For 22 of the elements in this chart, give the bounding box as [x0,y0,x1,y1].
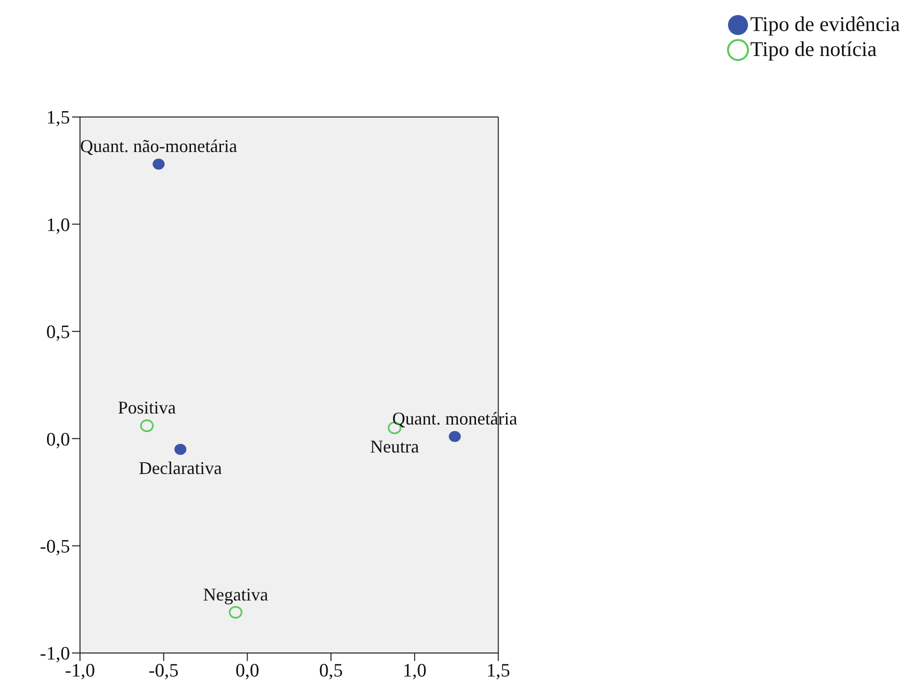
x-tick-label: -0,5 [148,660,179,682]
annotation: Neutra [370,436,420,457]
y-tick-label: 1,0 [46,214,70,236]
x-tick-label: 0,0 [235,660,260,682]
point [140,419,154,432]
y-tick-label: 1,5 [46,108,70,129]
annotation: Quant. não-monetária [80,136,238,156]
x-tick-label: 1,0 [402,660,427,682]
point [228,606,242,619]
legend-label: Tipo de notícia [750,37,877,62]
y-tick-label: 0,5 [46,322,70,344]
annotation: Positiva [118,398,176,418]
legend-label: Tipo de evidência [750,12,900,37]
point [448,430,461,442]
x-tick-label: 0,5 [319,660,343,682]
point [174,444,186,455]
point [152,158,165,170]
x-tick-label: 1,5 [486,660,510,682]
y-tick-label: -0,5 [40,536,70,558]
y-tick-label: 0,0 [46,429,70,450]
annotation: Negativa [203,584,268,604]
annotation: Declarativa [138,458,222,478]
